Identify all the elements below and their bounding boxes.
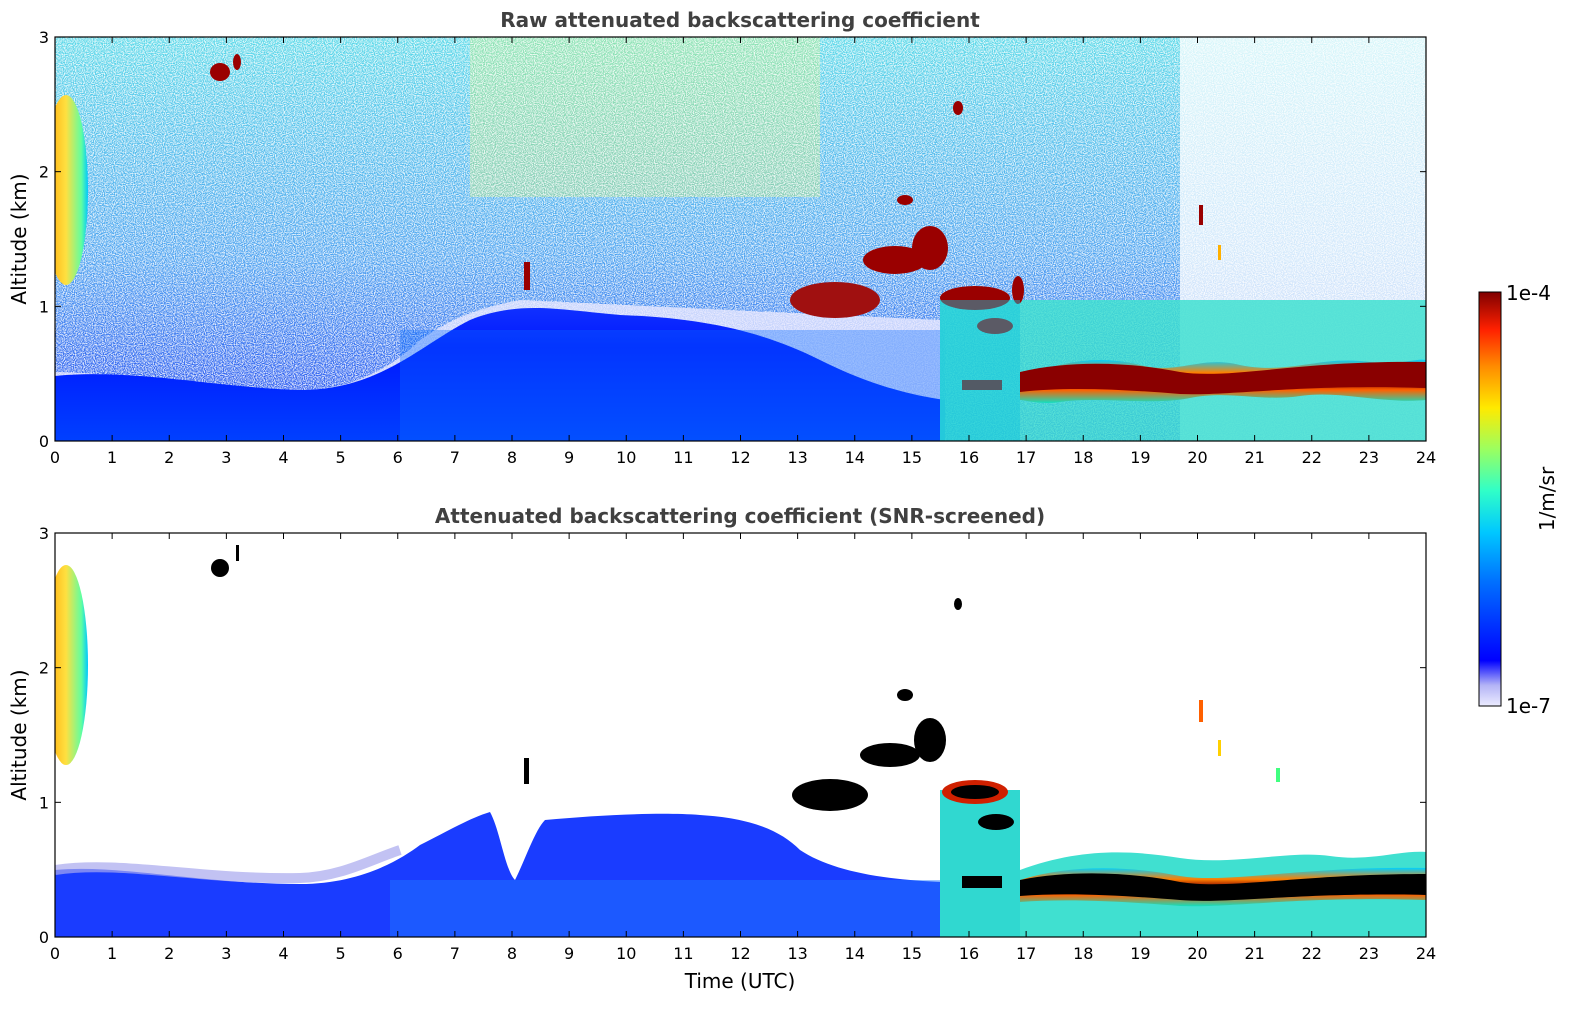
bottom-x-tick-label: 23 [1359, 944, 1379, 963]
bottom-x-tick-label: 12 [730, 944, 750, 963]
bottom-y-tick-label: 2 [39, 659, 49, 678]
bottom-panel-title: Attenuated backscattering coefficient (S… [435, 504, 1045, 528]
bottom-x-tick-label: 15 [902, 944, 922, 963]
top-x-tick-label: 11 [673, 448, 693, 467]
top-y-tick-label: 3 [39, 28, 49, 47]
top-x-tick-label: 14 [845, 448, 865, 467]
top-x-tick-label: 24 [1416, 448, 1436, 467]
top-x-tick-label: 15 [902, 448, 922, 467]
bottom-x-tick-label: 19 [1130, 944, 1150, 963]
top-x-tick-label: 5 [336, 448, 346, 467]
colorbar: 1e-4 1e-7 1/m/sr [1478, 281, 1559, 718]
bottom-y-tick-label: 3 [39, 524, 49, 543]
x-axis-label: Time (UTC) [684, 969, 796, 993]
top-x-tick-label: 13 [787, 448, 807, 467]
bottom-x-tick-label: 21 [1244, 944, 1264, 963]
bottom-x-tick-label: 17 [1016, 944, 1036, 963]
top-clouds [210, 54, 1426, 403]
bottom-x-tick-label: 20 [1187, 944, 1207, 963]
top-high-plume [55, 95, 88, 285]
top-x-tick-label: 22 [1302, 448, 1322, 467]
top-aerosol-streaks [400, 330, 945, 441]
top-x-tick-label: 20 [1187, 448, 1207, 467]
top-x-tick-label: 6 [393, 448, 403, 467]
bottom-y-axis: 0 1 2 3 [39, 524, 1426, 947]
bottom-x-tick-label: 3 [221, 944, 231, 963]
bottom-cloud-column [940, 790, 1020, 937]
bottom-x-tick-label: 5 [336, 944, 346, 963]
bottom-aerosol-haze [55, 845, 402, 884]
bottom-panel: Attenuated backscattering coefficient (S… [7, 504, 1436, 993]
top-cloud-shadow [940, 300, 1020, 441]
top-x-tick-label: 3 [221, 448, 231, 467]
top-x-tick-label: 19 [1130, 448, 1150, 467]
bottom-x-tick-label: 18 [1073, 944, 1093, 963]
top-y-tick-label: 0 [39, 432, 49, 451]
bottom-x-tick-label: 9 [564, 944, 574, 963]
top-x-tick-label: 0 [50, 448, 60, 467]
bottom-aerosol-streaks [390, 880, 945, 937]
bottom-high-plume [55, 565, 88, 765]
bottom-x-tick-label: 13 [787, 944, 807, 963]
bottom-x-tick-label: 22 [1302, 944, 1322, 963]
bottom-x-tick-label: 11 [673, 944, 693, 963]
top-x-tick-label: 12 [730, 448, 750, 467]
bottom-x-tick-label: 16 [959, 944, 979, 963]
bottom-x-tick-label: 10 [616, 944, 636, 963]
bottom-x-tick-label: 8 [507, 944, 517, 963]
top-panel: Raw attenuated backscattering coefficien… [7, 8, 1436, 467]
bottom-x-tick-label: 0 [50, 944, 60, 963]
top-x-tick-label: 21 [1244, 448, 1264, 467]
top-heatmap [55, 37, 1426, 441]
top-x-tick-label: 23 [1359, 448, 1379, 467]
bottom-heatmap [55, 533, 1426, 937]
top-x-tick-label: 7 [450, 448, 460, 467]
top-y-axis: 0 1 2 3 [39, 28, 1426, 451]
bottom-x-axis: 0 1 2 3 4 5 6 7 8 9 10 11 12 13 14 15 16 17 18 19 20 21 22 23 24 [50, 533, 1436, 963]
colorbar-unit-label: 1/m/sr [1535, 466, 1559, 531]
bottom-x-tick-label: 1 [107, 944, 117, 963]
bottom-x-tick-label: 24 [1416, 944, 1436, 963]
bottom-x-tick-label: 2 [164, 944, 174, 963]
top-x-tick-label: 10 [616, 448, 636, 467]
colorbar-max-label: 1e-4 [1506, 281, 1551, 305]
bottom-x-tick-label: 14 [845, 944, 865, 963]
bottom-x-tick-label: 4 [278, 944, 288, 963]
top-x-tick-label: 16 [959, 448, 979, 467]
bottom-clouds [211, 545, 1426, 907]
top-y-axis-label: Altitude (km) [7, 173, 31, 304]
colorbar-gradient [1478, 291, 1502, 707]
bottom-y-tick-label: 1 [39, 793, 49, 812]
top-x-tick-label: 1 [107, 448, 117, 467]
colorbar-min-label: 1e-7 [1506, 694, 1551, 718]
top-x-tick-label: 9 [564, 448, 574, 467]
top-x-tick-label: 17 [1016, 448, 1036, 467]
top-panel-title: Raw attenuated backscattering coefficien… [500, 8, 980, 32]
top-x-tick-label: 8 [507, 448, 517, 467]
bottom-aerosol-layer [55, 812, 945, 937]
top-x-tick-label: 2 [164, 448, 174, 467]
top-x-axis: 0 1 2 3 4 5 6 7 8 9 10 11 12 13 14 15 16 17 18 19 20 21 22 23 24 [50, 37, 1436, 467]
top-x-tick-label: 4 [278, 448, 288, 467]
top-x-tick-label: 18 [1073, 448, 1093, 467]
top-y-tick-label: 1 [39, 297, 49, 316]
top-y-tick-label: 2 [39, 163, 49, 182]
bottom-x-tick-label: 6 [393, 944, 403, 963]
top-aerosol-layer [55, 308, 945, 441]
bottom-x-tick-label: 7 [450, 944, 460, 963]
bottom-y-tick-label: 0 [39, 928, 49, 947]
bottom-y-axis-label: Altitude (km) [7, 669, 31, 800]
